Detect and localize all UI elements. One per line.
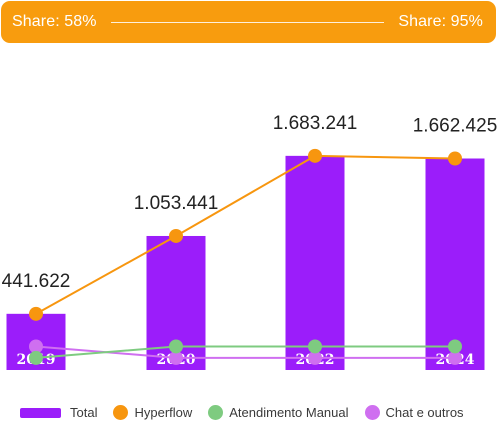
legend-item-chat-e-outros: Chat e outros <box>364 405 464 420</box>
bar-line-chart: 2019441.62220201.053.44120221.683.241202… <box>2 113 498 370</box>
line-hyperflow <box>35 154 456 315</box>
point-atendimento-manual-2024 <box>448 339 462 354</box>
line-atendimento-manual <box>35 345 455 359</box>
point-chat-e-outros-2020 <box>169 350 183 365</box>
legend-item-hyperflow: Hyperflow <box>113 405 192 420</box>
bar-total-2022 <box>285 155 345 370</box>
legend-swatch-total <box>20 407 61 418</box>
chart-legend: Total Hyperflow Atendimento Manual Chat … <box>20 405 464 420</box>
point-hyperflow-2022 <box>308 148 322 163</box>
share-right-label: Share: 95% <box>398 13 483 30</box>
data-label-2020: 1.053.441 <box>134 193 219 214</box>
point-chat-e-outros-2019 <box>29 339 43 354</box>
point-hyperflow-2019 <box>29 306 43 321</box>
legend-label-chat-e-outros: Chat e outros <box>385 405 464 420</box>
point-atendimento-manual-2019 <box>29 350 43 365</box>
point-atendimento-manual-2022 <box>308 339 322 354</box>
share-divider-line <box>110 21 385 23</box>
share-banner: Share: 58% Share: 95% <box>1 1 496 43</box>
share-left-label: Share: 58% <box>12 13 97 30</box>
legend-item-total: Total <box>20 405 97 420</box>
point-chat-e-outros-2022 <box>308 350 322 365</box>
legend-label-hyperflow: Hyperflow <box>134 405 193 420</box>
legend-item-atendimento-manual: Atendimento Manual <box>208 405 349 420</box>
data-label-2024: 1.662.425 <box>413 116 498 137</box>
point-chat-e-outros-2024 <box>448 350 462 365</box>
bar-total-2024 <box>425 158 485 370</box>
legend-swatch-hyperflow <box>113 405 129 420</box>
legend-label-total: Total <box>70 405 98 420</box>
legend-swatch-chat-e-outros <box>364 405 380 420</box>
data-label-2022: 1.683.241 <box>273 113 358 134</box>
legend-swatch-atendimento-manual <box>208 405 224 420</box>
data-label-2019: 441.622 <box>2 271 71 292</box>
point-hyperflow-2024 <box>448 151 462 166</box>
point-hyperflow-2020 <box>169 228 183 243</box>
point-atendimento-manual-2020 <box>169 339 183 354</box>
legend-label-atendimento-manual: Atendimento Manual <box>229 405 349 420</box>
